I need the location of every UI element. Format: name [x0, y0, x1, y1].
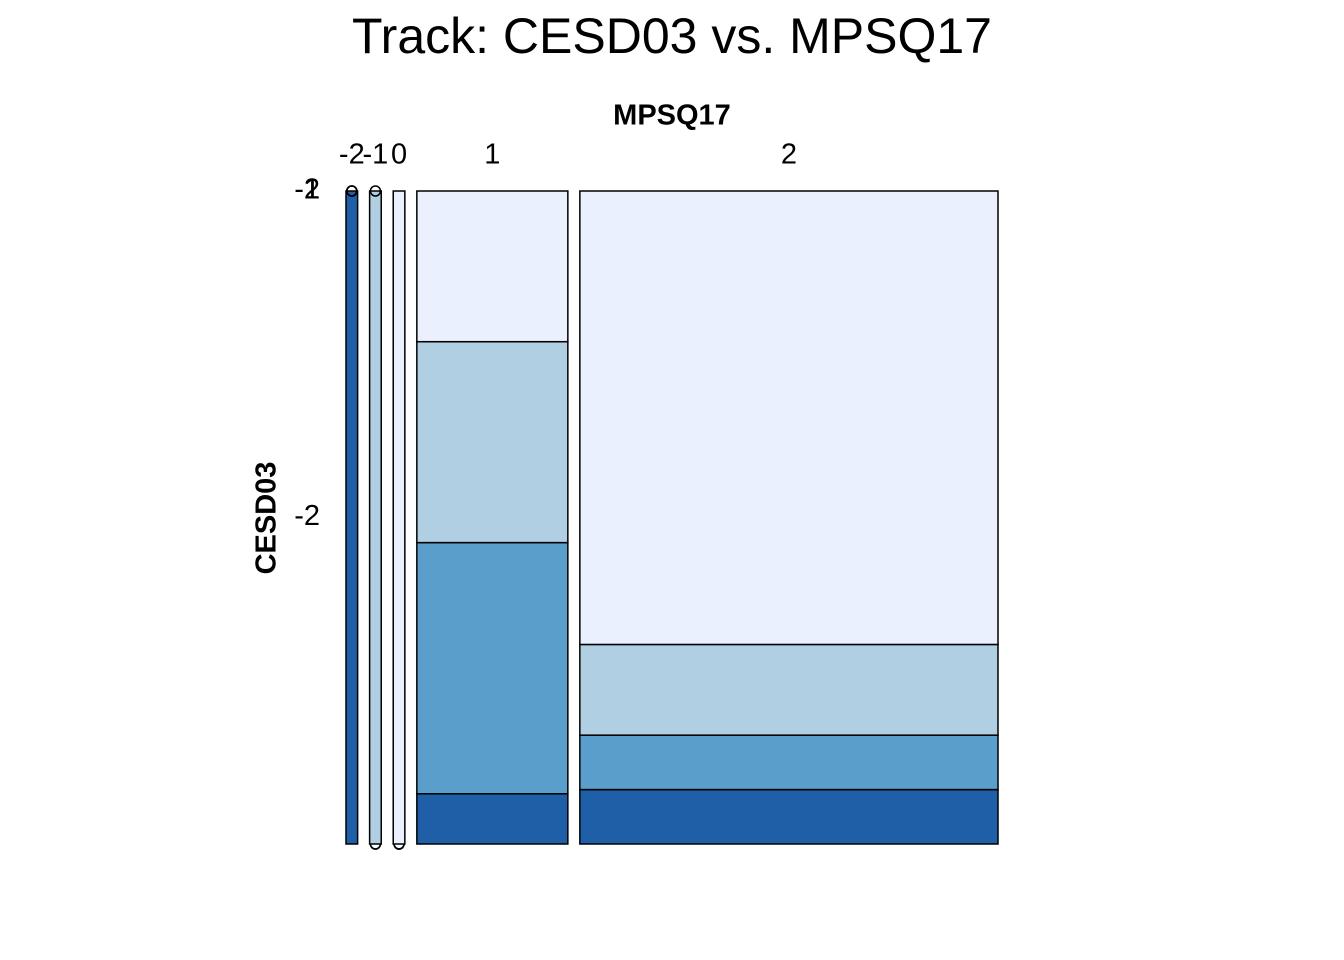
zero-cell — [369, 185, 382, 197]
y-axis-label: CESD03 — [251, 462, 283, 575]
x-tick-label: -2 — [339, 139, 365, 171]
x-axis-label: MPSQ17 — [613, 100, 731, 132]
y-tick-label: 1 — [304, 174, 320, 206]
mosaic-cell — [368, 190, 382, 845]
x-tick-label: -1 — [363, 139, 389, 171]
chart-title: Track: CESD03 vs. MPSQ17 — [352, 8, 992, 64]
y-tick-label: -2 — [294, 500, 320, 532]
mosaic-cell — [416, 340, 569, 544]
zero-cell — [346, 185, 358, 197]
x-tick-label: 2 — [781, 139, 797, 171]
mosaic-cell — [416, 793, 569, 845]
x-tick-label: 1 — [484, 139, 500, 171]
y-tick-label: -1 — [294, 174, 320, 206]
mosaic-cell — [416, 541, 569, 795]
y-tick-label: 2 — [304, 174, 320, 206]
mosaic-cell — [392, 190, 406, 845]
mosaic-cell — [579, 643, 999, 736]
x-tick-label: 0 — [391, 139, 407, 171]
mosaic-cell — [345, 190, 359, 845]
mosaic-cell — [416, 190, 569, 343]
mosaic-cell — [579, 190, 999, 646]
mosaic-cell — [579, 788, 999, 845]
mosaic-cell — [579, 734, 999, 791]
